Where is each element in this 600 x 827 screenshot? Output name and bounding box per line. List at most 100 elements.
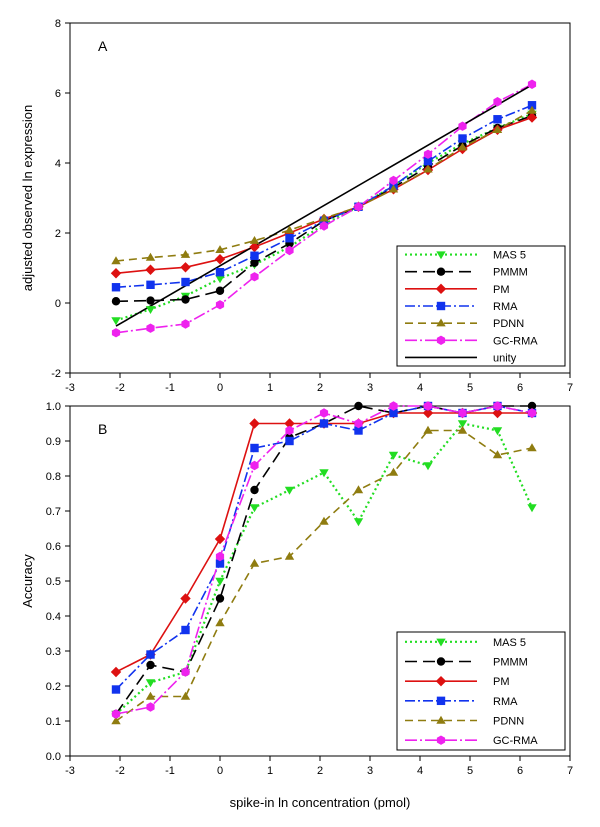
y-tick-label: 0.2	[46, 681, 61, 693]
data-point-pmmm	[146, 660, 155, 670]
y-tick-label: 0.5	[46, 576, 61, 588]
data-point-pdnn	[284, 225, 295, 234]
data-point-pdnn	[145, 252, 156, 261]
data-point-rma	[146, 650, 155, 659]
data-point-pm	[214, 533, 226, 545]
panel-label: A	[98, 38, 108, 54]
data-point-pdnn	[457, 425, 468, 434]
data-point-pdnn	[319, 516, 329, 525]
data-point-pdnn	[111, 256, 121, 265]
data-point-pdnn	[388, 467, 399, 476]
data-point-rma	[181, 277, 190, 287]
data-point-pmmm	[215, 594, 225, 603]
data-point-rma	[215, 559, 225, 568]
x-tick-label: 1	[267, 382, 273, 394]
data-point-pdnn	[423, 425, 433, 434]
series-line-pdnn	[115, 109, 533, 262]
data-point-gc-rma	[423, 401, 433, 411]
data-point-rma	[215, 268, 225, 277]
y-tick-label: 8	[55, 18, 61, 30]
x-tick-label: -3	[65, 382, 75, 394]
data-point-gc-rma	[181, 319, 190, 329]
legend-label: RMA	[493, 301, 518, 313]
data-point-rma	[319, 419, 329, 428]
legend-label: PMMM	[493, 267, 528, 279]
data-point-pm	[526, 112, 538, 123]
legend-box	[396, 631, 566, 751]
data-point-rma	[458, 134, 467, 143]
legend-marker	[436, 657, 446, 666]
data-point-pm	[110, 268, 122, 279]
data-point-rma	[111, 685, 121, 694]
data-point-rma	[389, 408, 398, 418]
data-point-pm	[214, 254, 226, 265]
legend-marker	[436, 318, 446, 327]
y-tick-label: 0.4	[46, 611, 61, 623]
x-tick-label: -2	[115, 382, 125, 394]
legend: MAS 5 PMMM PM RMA PDNN GC-RMA unity	[396, 245, 566, 367]
data-point-pdnn	[527, 105, 537, 114]
legend-marker	[436, 267, 446, 276]
x-tick-label: 5	[467, 382, 473, 394]
legend-label: PDNN	[493, 716, 524, 728]
data-point-pmmm	[527, 401, 537, 411]
data-point-rma	[285, 234, 294, 243]
x-tick-label: -1	[165, 382, 175, 394]
data-point-pdnn	[180, 691, 191, 700]
legend-label: GC-RMA	[493, 335, 538, 347]
data-point-pdnn	[284, 551, 295, 560]
y-tick-label: 2	[55, 228, 61, 240]
legend-marker	[436, 301, 446, 311]
y-tick-label: 4	[55, 158, 61, 170]
data-point-mas-5	[319, 469, 329, 478]
data-point-gc-rma	[250, 272, 259, 282]
data-point-pdnn	[215, 245, 225, 253]
y-tick-label: 0.3	[46, 646, 61, 658]
legend-marker	[435, 675, 447, 687]
data-point-pdnn	[215, 618, 225, 627]
legend-marker	[436, 638, 446, 647]
data-point-gc-rma	[527, 408, 537, 418]
data-point-gc-rma	[146, 702, 155, 712]
data-point-gc-rma	[389, 401, 398, 411]
data-point-mas-5	[527, 504, 537, 513]
data-point-gc-rma	[423, 149, 433, 159]
data-point-mas-5	[388, 451, 399, 460]
data-point-rma	[181, 625, 190, 635]
chart-panel-a: -3 -2 -1 0 1 2 3 4 5 6 7 -2 0 2 4 6 8 adjusted observed l…	[20, 18, 573, 394]
data-point-mas-5	[111, 317, 121, 326]
legend-marker	[435, 283, 447, 295]
data-point-gc-rma	[319, 221, 329, 231]
data-point-pdnn	[527, 443, 537, 452]
x-tick-label: 4	[417, 765, 423, 777]
legend-marker	[436, 335, 446, 345]
data-point-rma	[493, 115, 502, 124]
data-point-pdnn	[457, 142, 468, 151]
data-point-pm	[110, 666, 122, 678]
panel-label: B	[98, 421, 107, 437]
data-point-mas-5	[423, 462, 433, 471]
x-tick-label: -2	[115, 765, 125, 777]
data-point-pm	[180, 262, 191, 273]
y-tick-label: 0.8	[46, 471, 61, 483]
data-point-pm	[492, 407, 503, 419]
data-point-pm	[180, 593, 191, 604]
legend-label: PM	[493, 676, 510, 688]
data-point-pdnn	[388, 184, 399, 193]
y-tick-label: 6	[55, 88, 61, 100]
data-point-pmmm	[111, 297, 121, 306]
data-point-gc-rma	[146, 323, 155, 333]
data-point-rma	[285, 436, 294, 446]
legend: MAS 5 PMMM PM RMA PDNN GC-RMA	[396, 631, 566, 751]
x-tick-label: 2	[317, 765, 323, 777]
data-point-gc-rma	[215, 300, 225, 310]
data-point-gc-rma	[458, 408, 467, 418]
y-tick-label: 0.9	[46, 436, 61, 448]
chart-panel-b: -3 -2 -1 0 1 2 3 4 5 6 7 0.0 0.1 0.2 0.3 0.4 0.5 0.6 0.7 0.…	[20, 401, 573, 777]
data-point-gc-rma	[319, 408, 329, 418]
x-tick-label: 0	[217, 382, 223, 394]
data-point-rma	[250, 443, 259, 453]
legend-marker	[436, 251, 446, 260]
data-point-pdnn	[249, 236, 260, 244]
data-point-pm	[249, 241, 260, 253]
